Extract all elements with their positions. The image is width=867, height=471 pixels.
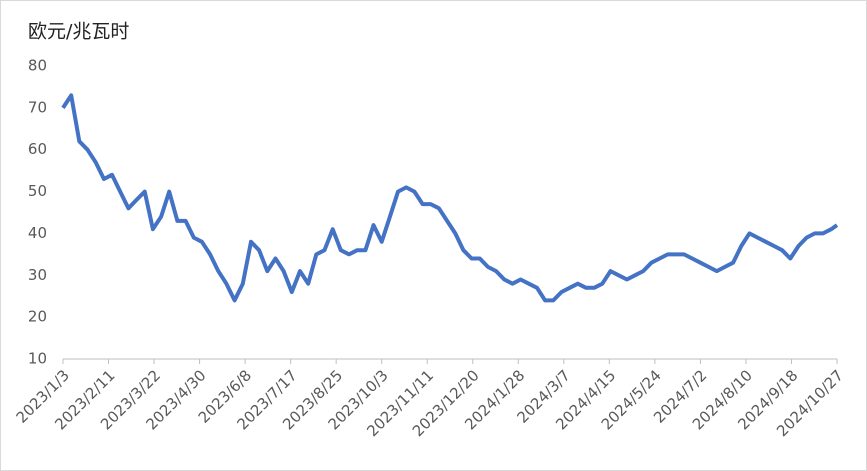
y-tick-label: 50 bbox=[28, 182, 47, 200]
chart-title: 欧元/兆瓦时 bbox=[28, 21, 129, 43]
data-line bbox=[61, 93, 839, 303]
y-tick-label: 30 bbox=[28, 266, 47, 284]
y-tick-label: 60 bbox=[28, 140, 47, 158]
y-tick-label: 20 bbox=[28, 308, 47, 326]
y-tick-label: 80 bbox=[28, 57, 47, 75]
y-tick-label: 40 bbox=[28, 224, 47, 242]
y-tick-label: 10 bbox=[28, 350, 47, 368]
y-tick-label: 70 bbox=[28, 98, 47, 116]
